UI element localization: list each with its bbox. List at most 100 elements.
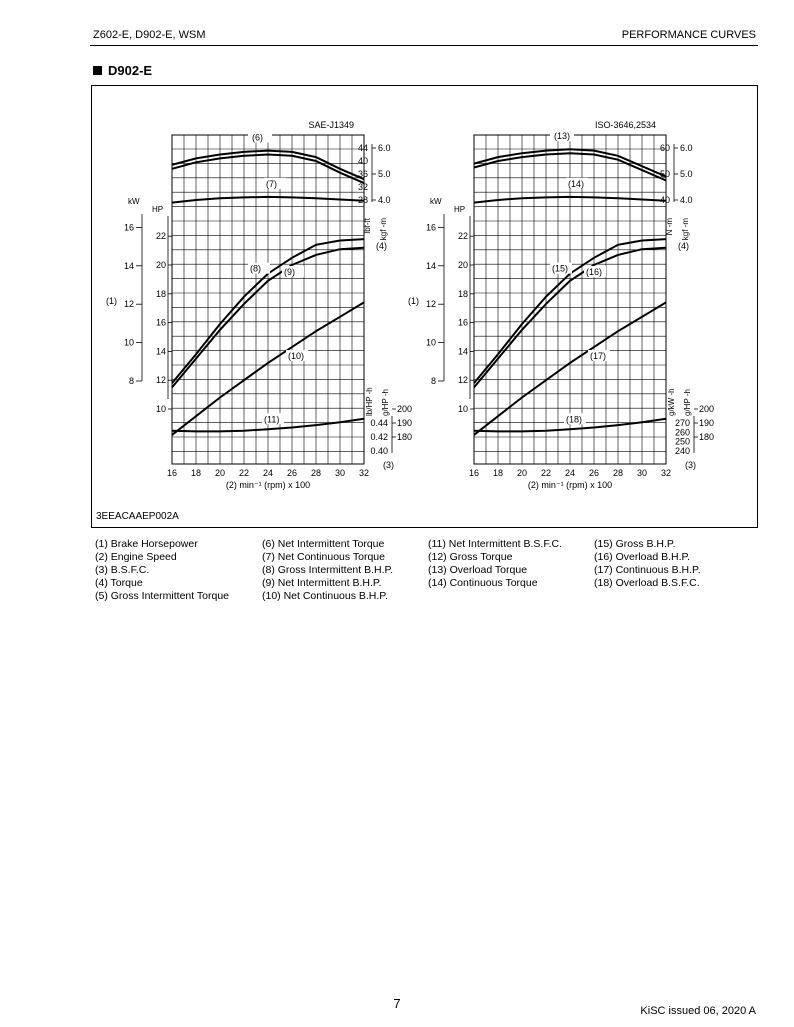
legend-item: (18) Overload B.S.F.C. [594, 577, 700, 589]
x-tick-label: 28 [311, 468, 321, 478]
bsfc-tick-label: 200 [397, 404, 412, 414]
torque-tick-label: 6.0 [680, 143, 693, 153]
x-tick-label: 26 [589, 468, 599, 478]
legend-item: (8) Gross Intermittent B.H.P. [262, 564, 394, 576]
bsfc-tick-label: 270 [675, 418, 690, 428]
series-label: (18) [566, 414, 582, 424]
legend-column-3: (11) Net Intermittent B.S.F.C. (12) Gros… [428, 538, 562, 590]
torque-tick-label: 50 [660, 169, 670, 179]
kw-tick-label: 10 [124, 338, 134, 348]
x-tick-label: 30 [637, 468, 647, 478]
kw-unit-label: kW [430, 197, 442, 206]
series-label-bg [250, 131, 272, 143]
series-label-bg [566, 177, 588, 189]
legend-item: (16) Overload B.H.P. [594, 551, 691, 563]
bsfc-tick-label: 0.42 [370, 432, 388, 442]
issue-note: KiSC issued 06, 2020 A [640, 1005, 756, 1017]
kw-unit-label: kW [128, 197, 140, 206]
series-label-bg [262, 413, 284, 425]
series-label-bg [550, 262, 572, 274]
bsfc-tick-label: 200 [699, 404, 714, 414]
series-line [171, 301, 365, 436]
kw-tick-label: 8 [129, 376, 134, 386]
series-line [171, 149, 365, 181]
series-line [171, 153, 365, 185]
legend-item: (10) Net Continuous B.H.P. [262, 590, 388, 602]
bsfc-tick-label: 180 [699, 432, 714, 442]
series-label-bg [552, 130, 574, 142]
kw-tick-label: 14 [124, 261, 134, 271]
torque-group-label: (4) [376, 241, 387, 251]
series-label: (7) [266, 179, 277, 189]
series-line [473, 417, 667, 433]
legend-item: (5) Gross Intermittent Torque [95, 590, 230, 602]
x-tick-label: 30 [335, 468, 345, 478]
legend-item: (1) Brake Horsepower [95, 538, 198, 550]
legend-item: (15) Gross B.H.P. [594, 538, 676, 550]
x-tick-label: 18 [191, 468, 201, 478]
x-tick-label: 18 [493, 468, 503, 478]
legend-column-4: (15) Gross B.H.P. (16) Overload B.H.P. (… [594, 538, 701, 590]
hp-tick-label: 16 [156, 318, 166, 328]
header-right-text: PERFORMANCE CURVES [621, 29, 756, 41]
series-label-bg [584, 266, 606, 277]
x-tick-label: 24 [263, 468, 273, 478]
legend-item: (12) Gross Torque [428, 551, 513, 563]
x-tick-label: 16 [167, 468, 177, 478]
series-label-bg [264, 177, 286, 189]
header-rule [90, 45, 758, 46]
x-tick-label: 32 [359, 468, 369, 478]
kw-tick-label: 16 [426, 222, 436, 232]
x-tick-label: 28 [613, 468, 623, 478]
page-number: 7 [393, 996, 401, 1011]
hp-unit-label: HP [152, 205, 163, 214]
bsfc-tick-label: 190 [397, 418, 412, 428]
x-tick-label: 16 [469, 468, 479, 478]
hp-tick-label: 22 [156, 231, 166, 241]
legend-item: (7) Net Continuous Torque [262, 551, 385, 563]
series-label: (6) [252, 133, 263, 143]
x-tick-label: 22 [541, 468, 551, 478]
x-tick-label: 26 [287, 468, 297, 478]
series-label: (17) [590, 351, 606, 361]
x-axis-label: (2) min⁻¹ (rpm) x 100 [528, 480, 612, 490]
chart-title: SAE-J1349 [308, 120, 354, 130]
torque-tick-label: 4.0 [680, 195, 693, 205]
series-line [171, 417, 365, 433]
hp-tick-label: 20 [156, 260, 166, 270]
kw-tick-label: 16 [124, 222, 134, 232]
hp-tick-label: 22 [458, 231, 468, 241]
legend-column-1: (1) Brake Horsepower (2) Engine Speed (3… [95, 538, 229, 603]
hp-unit-label: HP [454, 205, 465, 214]
brake-hp-group-label: (1) [106, 296, 117, 306]
torque-tick-label: 40 [358, 156, 368, 166]
series-line [473, 148, 667, 178]
torque-unit-label: kgf -m [379, 218, 388, 241]
hp-tick-label: 14 [156, 346, 166, 356]
series-label: (10) [288, 351, 304, 361]
x-tick-label: 32 [661, 468, 671, 478]
x-tick-label: 20 [215, 468, 225, 478]
bsfc-unit-label: g/HP -h [381, 389, 390, 416]
section-title-text: D902-E [108, 63, 153, 78]
legend-item: (6) Net Intermittent Torque [262, 538, 385, 550]
torque-unit-label: kgf -m [681, 218, 690, 241]
performance-charts: 3EEACAAEP002A SAE-J1349 16 18 20 22 24 26 28 30 32… [96, 120, 714, 522]
chart-title: ISO-3646,2534 [595, 120, 656, 130]
series-label: (9) [284, 267, 295, 277]
series-label: (11) [264, 414, 279, 424]
hp-tick-label: 12 [156, 375, 166, 385]
torque-tick-label: 6.0 [378, 143, 391, 153]
bsfc-tick-label: 190 [699, 418, 714, 428]
legend-item: (11) Net Intermittent B.S.F.C. [428, 538, 563, 550]
hp-tick-label: 12 [458, 375, 468, 385]
bsfc-unit-label: g/kW -h [667, 388, 676, 416]
figure-code: 3EEACAAEP002A [96, 511, 179, 522]
series-label-bg [286, 350, 308, 362]
figure-box: 3EEACAAEP002A SAE-J1349 16 18 20 22 24 26 28 30 32… [91, 85, 758, 528]
legend-item: (14) Continuous Torque [428, 577, 538, 589]
series-label: (8) [250, 264, 261, 274]
torque-unit-label: N -m [665, 218, 674, 236]
square-bullet-icon [93, 66, 102, 75]
torque-tick-label: 36 [358, 169, 368, 179]
